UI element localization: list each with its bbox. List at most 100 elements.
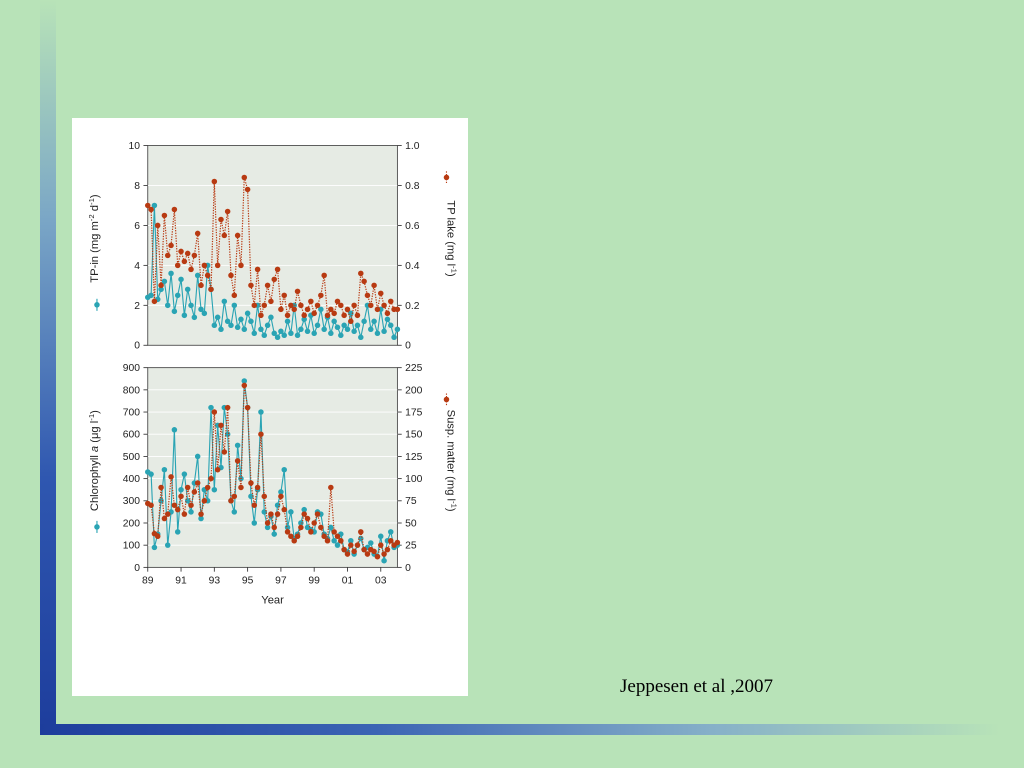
x-axis-label: Year [261, 595, 284, 607]
data-point [204, 272, 211, 279]
data-point [264, 520, 271, 526]
data-point [264, 322, 271, 329]
data-point [251, 302, 258, 309]
data-point [178, 276, 184, 283]
y-left-tick-label: 8 [134, 181, 140, 192]
data-point [281, 506, 287, 513]
data-point [311, 310, 317, 317]
data-point [374, 553, 381, 560]
data-point [271, 531, 278, 537]
data-point [274, 502, 281, 508]
data-point [381, 557, 387, 564]
data-point [318, 292, 324, 299]
y-left-tick-label: 100 [123, 541, 140, 552]
data-point [384, 310, 391, 317]
y-right-tick-label: 25 [405, 541, 417, 552]
data-point [318, 524, 324, 531]
legend-marker-left [94, 524, 100, 530]
data-point [301, 316, 307, 323]
data-point [191, 252, 198, 259]
data-point [248, 493, 254, 500]
data-point [268, 314, 274, 321]
data-point [151, 298, 158, 305]
x-tick-label: 97 [275, 576, 287, 587]
data-point [328, 330, 334, 337]
data-point [381, 302, 387, 309]
data-point [387, 298, 394, 305]
data-point [334, 298, 341, 305]
series-line-tp-in [147, 205, 398, 339]
data-point [378, 533, 384, 540]
data-point [368, 302, 374, 309]
data-point [331, 310, 337, 317]
data-point [281, 466, 287, 473]
data-point [258, 326, 264, 333]
data-point [211, 486, 218, 493]
data-point [241, 378, 248, 384]
data-point [281, 332, 287, 339]
data-point [364, 292, 371, 299]
data-point [334, 542, 341, 548]
data-point [251, 502, 258, 508]
data-point [241, 174, 248, 181]
data-point [384, 316, 391, 323]
data-point [198, 515, 204, 522]
y-left-tick-label: 400 [123, 474, 140, 485]
bottom-accent-bar [40, 724, 1000, 735]
data-point [244, 404, 251, 411]
data-point [341, 322, 347, 329]
x-tick-label: 91 [175, 576, 187, 587]
data-point [268, 298, 274, 305]
data-point [164, 511, 171, 517]
data-point [211, 178, 218, 185]
legend-marker-left [94, 302, 100, 308]
data-point [294, 332, 301, 339]
data-point [364, 551, 371, 557]
data-point [351, 302, 357, 309]
data-point [311, 330, 317, 337]
data-point [278, 489, 284, 495]
data-point [348, 537, 354, 544]
data-point [161, 515, 168, 522]
y-right-tick-label: 175 [405, 407, 422, 418]
data-point [254, 484, 261, 491]
legend-marker-right [443, 174, 450, 181]
data-point [391, 334, 397, 341]
data-point [354, 542, 361, 548]
data-point [338, 537, 344, 544]
data-point [161, 278, 168, 285]
data-point [271, 330, 278, 337]
data-point [184, 286, 191, 293]
data-point [298, 524, 304, 531]
data-point [328, 484, 334, 491]
data-point [274, 511, 281, 517]
data-point [314, 302, 321, 309]
data-point [208, 286, 214, 293]
data-point [168, 242, 174, 249]
data-point [194, 230, 201, 237]
data-point [321, 533, 327, 540]
data-point [258, 312, 264, 319]
data-point [338, 302, 344, 309]
data-point [204, 484, 211, 491]
data-point [298, 302, 304, 309]
data-point [371, 548, 377, 555]
data-point [271, 524, 278, 531]
y-right-tick-label: 0 [405, 341, 411, 352]
data-point [208, 404, 214, 411]
data-point [318, 306, 324, 313]
x-tick-label: 03 [375, 576, 387, 587]
data-point [168, 270, 174, 277]
figure-credit: Jeppesen et al ,2007 [620, 676, 774, 697]
y-left-tick-label: 800 [123, 385, 140, 396]
data-point [378, 542, 384, 548]
data-point [228, 272, 234, 279]
data-point [244, 186, 251, 193]
data-point [211, 409, 218, 415]
data-point [387, 322, 394, 329]
data-point [264, 282, 271, 289]
data-point [194, 272, 201, 279]
data-point [174, 292, 181, 299]
data-point [154, 222, 161, 229]
data-point [374, 330, 381, 337]
